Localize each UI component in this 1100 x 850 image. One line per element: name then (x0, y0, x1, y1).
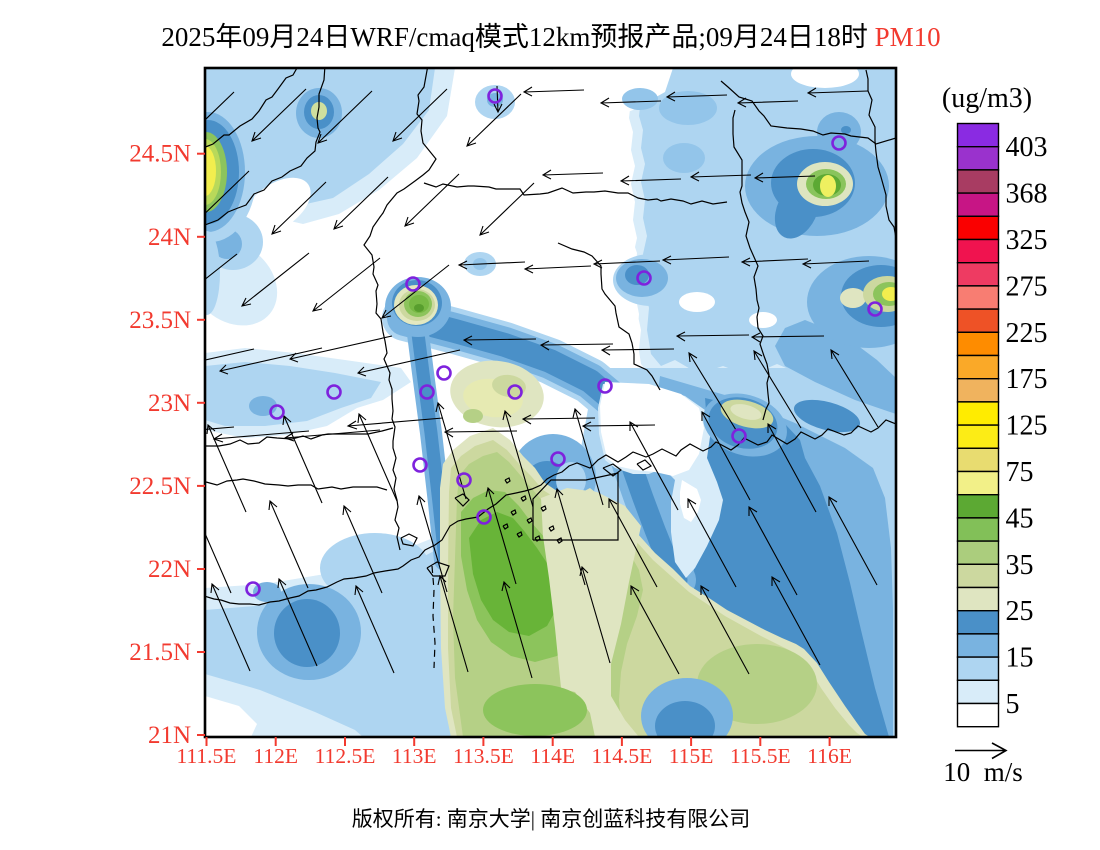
svg-text:275: 275 (1006, 271, 1048, 302)
svg-text:116E: 116E (807, 744, 852, 768)
svg-text:225: 225 (1006, 318, 1048, 349)
svg-text:112.5E: 112.5E (315, 744, 376, 768)
svg-text:21N: 21N (148, 722, 191, 749)
svg-text:5: 5 (1006, 689, 1020, 720)
svg-text:24.5N: 24.5N (129, 141, 191, 168)
svg-text:114E: 114E (530, 744, 575, 768)
svg-text:111.5E: 111.5E (177, 744, 237, 768)
svg-text:(ug/m3): (ug/m3) (942, 83, 1032, 114)
svg-text:112E: 112E (253, 744, 298, 768)
svg-text:368: 368 (1006, 179, 1048, 210)
svg-text:23N: 23N (148, 390, 191, 417)
svg-text:125: 125 (1006, 411, 1048, 442)
svg-text:115E: 115E (669, 744, 714, 768)
svg-text:114.5E: 114.5E (592, 744, 653, 768)
svg-text:23.5N: 23.5N (129, 307, 191, 334)
svg-text:35: 35 (1006, 550, 1034, 581)
svg-text:25: 25 (1006, 596, 1034, 627)
svg-text:403: 403 (1006, 132, 1048, 163)
svg-text:版权所有: 南京大学| 南京创蓝科技有限公司: 版权所有: 南京大学| 南京创蓝科技有限公司 (352, 807, 751, 831)
svg-text:10 m/s: 10 m/s (943, 757, 1023, 787)
svg-text:21.5N: 21.5N (129, 639, 191, 666)
svg-text:113E: 113E (392, 744, 437, 768)
svg-text:45: 45 (1006, 503, 1034, 534)
svg-text:75: 75 (1006, 457, 1034, 488)
svg-text:175: 175 (1006, 364, 1048, 395)
svg-text:2025年09月24日WRF/cmaq模式12km预报产品;: 2025年09月24日WRF/cmaq模式12km预报产品;09月24日18时 … (161, 22, 940, 52)
svg-text:113.5E: 113.5E (453, 744, 514, 768)
svg-text:22.5N: 22.5N (129, 473, 191, 500)
svg-text:22N: 22N (148, 556, 191, 583)
svg-text:325: 325 (1006, 225, 1048, 256)
svg-text:15: 15 (1006, 643, 1034, 674)
svg-text:115.5E: 115.5E (730, 744, 791, 768)
svg-text:24N: 24N (148, 224, 191, 251)
